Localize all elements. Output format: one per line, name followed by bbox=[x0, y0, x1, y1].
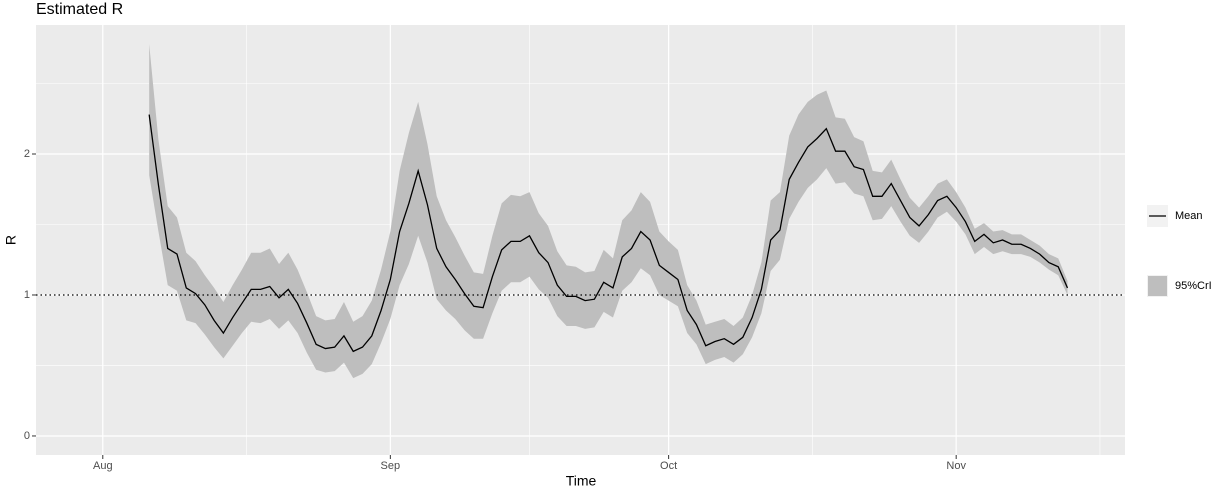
panel bbox=[36, 25, 1125, 455]
marks bbox=[36, 44, 1125, 379]
y-axis-label: R bbox=[3, 235, 19, 245]
chart-title: Estimated R bbox=[36, 1, 123, 18]
x-tick-label: Nov bbox=[946, 460, 966, 472]
x-axis-label: Time bbox=[566, 473, 597, 489]
y-tick-label: 2 bbox=[24, 148, 30, 160]
mean-line bbox=[148, 114, 1069, 353]
legend-label: Mean bbox=[1175, 210, 1203, 222]
x-tick-label: Aug bbox=[93, 460, 113, 472]
y-tick-label: 0 bbox=[24, 430, 30, 442]
x-tick-label: Oct bbox=[660, 460, 677, 472]
legend-band bbox=[1148, 276, 1167, 296]
x-tick-label: Sep bbox=[381, 460, 401, 472]
y-tick-label: 1 bbox=[24, 289, 30, 301]
legend-label: 95%CrI bbox=[1175, 280, 1212, 292]
